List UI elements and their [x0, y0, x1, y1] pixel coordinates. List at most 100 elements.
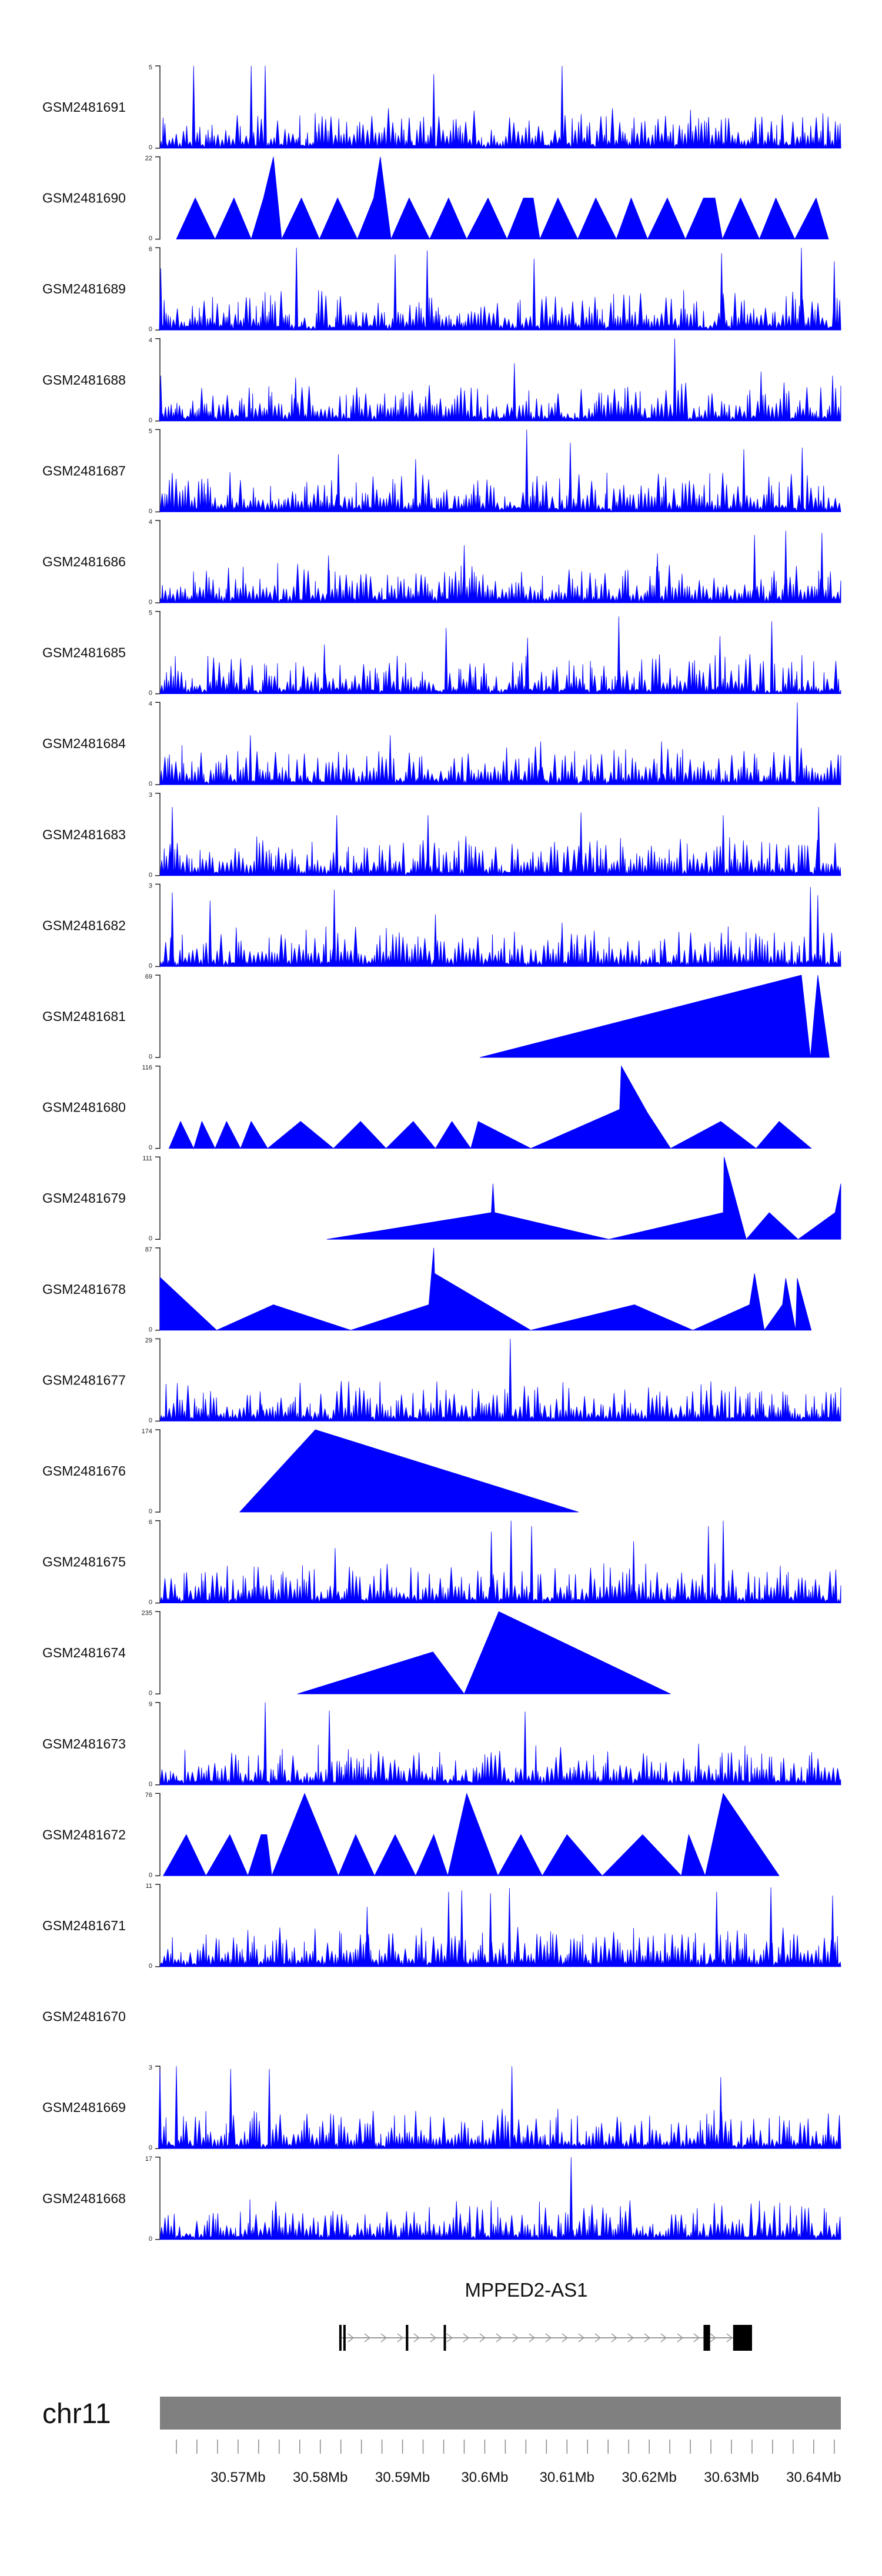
y-axis	[155, 702, 161, 785]
y-min-label: 0	[149, 1326, 152, 1333]
y-axis	[155, 1884, 161, 1967]
track-label: GSM2481684	[42, 736, 126, 751]
x-tick-label: 30.64Mb	[786, 2470, 841, 2485]
strand-arrow	[397, 2333, 404, 2343]
y-max-label: 174	[142, 1428, 152, 1435]
x-tick-label: 30.63Mb	[704, 2470, 759, 2485]
track-label: GSM2481679	[42, 1190, 126, 1206]
gene-exon	[703, 2325, 710, 2351]
strand-arrow	[479, 2333, 486, 2343]
strand-arrow	[677, 2333, 684, 2343]
strand-arrow	[413, 2333, 420, 2343]
strand-arrow	[545, 2333, 552, 2343]
coverage-area	[297, 1611, 671, 1695]
track-GSM2481671: GSM2481671 11 0	[42, 1883, 841, 1970]
y-max-label: 235	[142, 1610, 152, 1617]
y-axis	[155, 975, 161, 1058]
coverage-area	[159, 887, 841, 967]
y-max-label: 6	[149, 1519, 152, 1526]
y-max-label: 6	[149, 246, 152, 253]
strand-arrow	[644, 2333, 651, 2343]
track-GSM2481681: GSM2481681 69 0	[42, 973, 830, 1060]
coverage-area	[159, 429, 841, 513]
x-tick-label: 30.62Mb	[622, 2470, 676, 2485]
coverage-area	[158, 2066, 841, 2150]
coverage-area	[176, 156, 829, 241]
track-label: GSM2481673	[42, 1736, 126, 1751]
gene-annotation-track: MPPED2-AS1	[339, 2279, 752, 2351]
coverage-area	[159, 1247, 812, 1331]
coverage-area	[239, 1429, 579, 1513]
coverage-area	[159, 1520, 841, 1604]
genome-axis-ticks: 30.57Mb 30.58Mb 30.59Mb 30.6Mb 30.61Mb 30.62M…	[176, 2440, 841, 2485]
track-GSM2481679: GSM2481679 111 0	[42, 1155, 841, 1242]
track-label: GSM2481674	[42, 1645, 126, 1660]
coverage-area	[159, 338, 841, 422]
y-max-label: 11	[146, 1883, 152, 1890]
track-label: GSM2481669	[42, 2100, 126, 2115]
x-tick-label: 30.61Mb	[540, 2470, 594, 2485]
strand-arrow	[512, 2333, 519, 2343]
y-axis	[155, 1611, 161, 1694]
coverage-area	[479, 975, 830, 1058]
y-axis	[155, 520, 161, 603]
track-label: GSM2481683	[42, 827, 126, 842]
track-GSM2481685: GSM2481685 5 0	[42, 610, 841, 697]
y-max-label: 5	[149, 428, 152, 435]
y-axis	[155, 883, 161, 967]
strand-arrow	[496, 2333, 503, 2343]
track-label: GSM2481676	[42, 1463, 126, 1479]
y-max-label: 116	[142, 1065, 152, 1072]
y-max-label: 3	[149, 792, 152, 799]
y-axis	[155, 1065, 161, 1149]
y-min-label: 0	[149, 326, 152, 333]
y-min-label: 0	[149, 1508, 152, 1515]
y-axis	[155, 156, 161, 240]
y-min-label: 0	[149, 417, 152, 424]
y-axis	[155, 65, 161, 149]
coverage-area	[159, 2157, 841, 2240]
strand-arrow	[562, 2333, 569, 2343]
track-GSM2481683: GSM2481683 3 0	[42, 792, 841, 879]
y-min-label: 0	[149, 144, 152, 151]
track-GSM2481668: GSM2481668 17 0	[42, 2155, 841, 2243]
y-min-label: 0	[149, 1781, 152, 1788]
y-min-label: 0	[149, 1144, 152, 1152]
coverage-area	[168, 1065, 812, 1149]
track-label: GSM2481688	[42, 372, 126, 388]
y-axis	[155, 1520, 161, 1604]
track-label: GSM2481675	[42, 1554, 126, 1570]
strand-arrow	[627, 2333, 634, 2343]
y-axis	[155, 429, 161, 513]
track-GSM2481675: GSM2481675 6 0	[42, 1519, 841, 1606]
track-label: GSM2481689	[42, 281, 126, 296]
y-min-label: 0	[149, 599, 152, 606]
y-max-label: 3	[149, 882, 152, 889]
x-tick-label: 30.6Mb	[461, 2470, 508, 2485]
track-label: GSM2481672	[42, 1827, 126, 1842]
strand-arrow	[726, 2333, 733, 2343]
track-GSM2481687: GSM2481687 5 0	[42, 428, 841, 515]
coverage-area	[159, 1887, 841, 1968]
coverage-area	[162, 1793, 780, 1877]
track-GSM2481674: GSM2481674 235 0	[42, 1610, 671, 1697]
y-min-label: 0	[149, 962, 152, 969]
y-min-label: 0	[149, 1235, 152, 1242]
chromosome-bar	[160, 2397, 841, 2430]
track-GSM2481673: GSM2481673 9 0	[42, 1701, 841, 1788]
strand-arrow	[446, 2333, 453, 2343]
track-label: GSM2481681	[42, 1009, 126, 1024]
coverage-area	[159, 530, 841, 603]
x-tick-label: 30.59Mb	[375, 2470, 430, 2485]
y-max-label: 4	[149, 337, 152, 344]
y-axis	[155, 793, 161, 876]
track-GSM2481670: GSM2481670	[42, 2009, 126, 2024]
strand-arrow	[364, 2333, 371, 2343]
x-tick-label: 30.58Mb	[293, 2470, 348, 2485]
y-min-label: 0	[149, 872, 152, 879]
y-max-label: 17	[145, 2155, 152, 2163]
track-label: GSM2481690	[42, 191, 126, 206]
track-GSM2481682: GSM2481682 3 0	[42, 882, 841, 969]
y-max-label: 4	[149, 519, 152, 526]
y-axis	[155, 1338, 161, 1422]
